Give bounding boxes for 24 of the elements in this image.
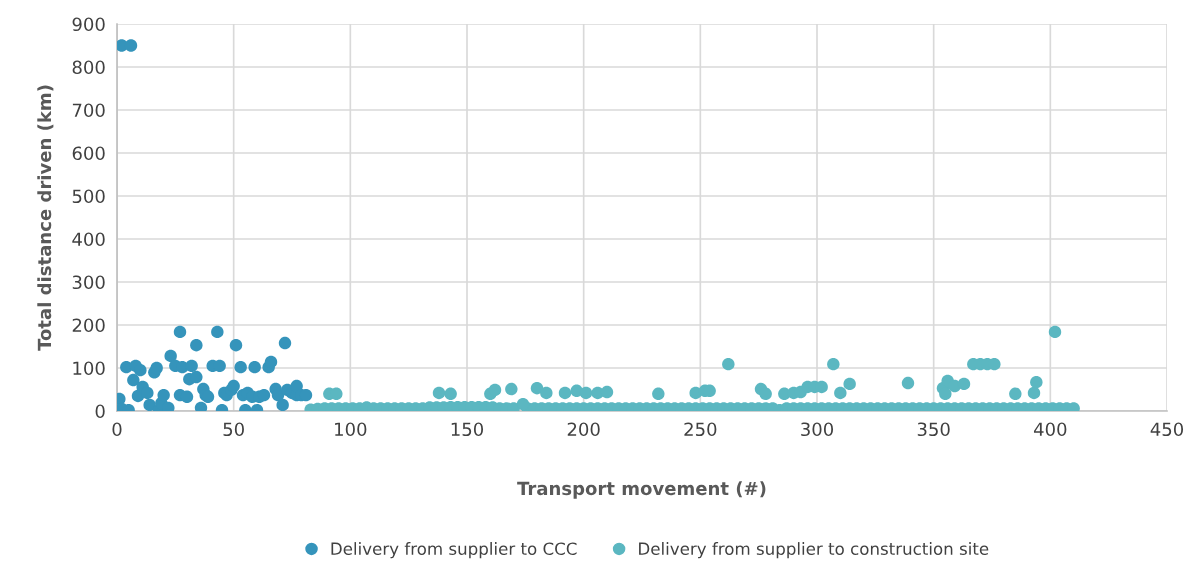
x-axis-title: Transport movement (#) (517, 481, 766, 499)
y-tick-label: 900 (72, 17, 105, 32)
y-tick-label: 700 (72, 103, 105, 118)
x-tick-label: 400 (1033, 422, 1067, 437)
y-tick-label: 200 (72, 318, 105, 333)
x-tick-label: 300 (801, 422, 834, 437)
y-tick-label: 800 (72, 60, 105, 75)
y-tick-label: 500 (72, 189, 105, 204)
x-tick-label: 450 (1150, 422, 1184, 437)
y-tick-label: 400 (72, 232, 105, 247)
y-tick-label: 0 (95, 404, 105, 419)
x-tick-label: 50 (223, 422, 244, 437)
y-axis-title: Total distance driven (km) (37, 85, 54, 351)
x-tick-label: 200 (567, 422, 600, 437)
legend-label: Delivery from supplier to construction site (639, 542, 989, 559)
legend-label: Delivery from supplier to CCC (331, 542, 577, 559)
x-tick-label: 350 (917, 422, 950, 437)
x-tick-label: 100 (335, 422, 367, 437)
y-tick-label: 100 (73, 361, 105, 376)
y-tick-label: 300 (72, 275, 105, 290)
y-tick-label: 600 (72, 146, 105, 161)
x-tick-label: 250 (684, 422, 717, 437)
x-tick-label: 0 (112, 422, 122, 437)
x-tick-label: 150 (451, 422, 484, 437)
